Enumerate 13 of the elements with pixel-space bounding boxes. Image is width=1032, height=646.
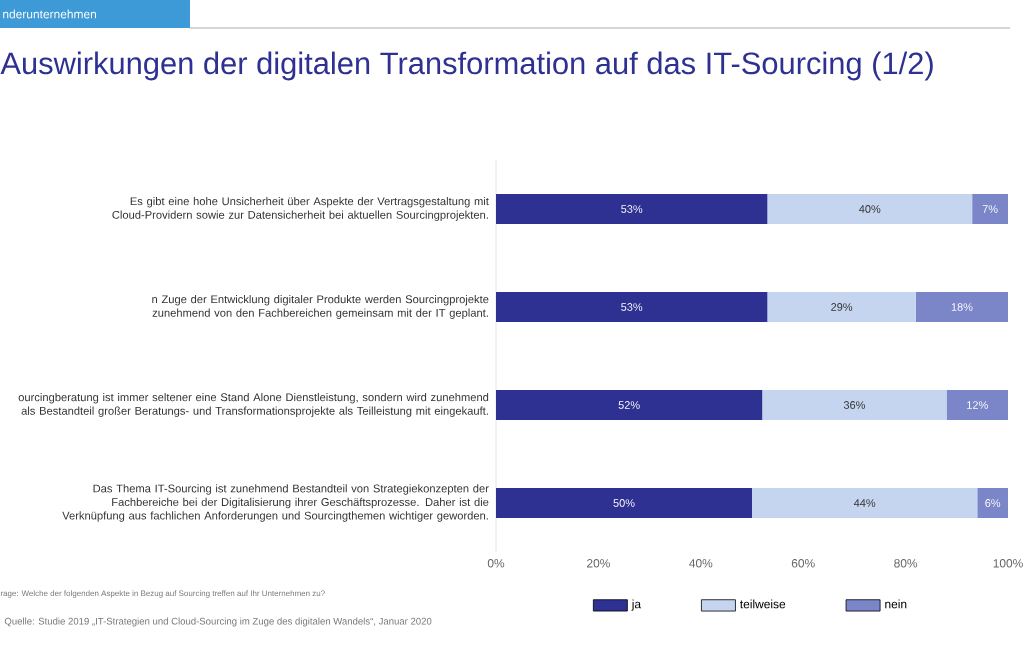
bar: [496, 390, 763, 420]
chart-title: Auswirkungen der digitalen Transformation auf das IT-Sourcing (1/2): [0, 51, 933, 81]
bar: [972, 194, 1009, 224]
bar: [496, 488, 752, 519]
bar: [762, 390, 947, 420]
bar: [752, 488, 978, 519]
bar: [496, 194, 768, 224]
bar: [767, 292, 916, 322]
bar: [767, 194, 973, 224]
bar: [977, 488, 1009, 519]
bar: [496, 292, 768, 322]
bar: [915, 292, 1009, 322]
bar: [946, 390, 1009, 420]
